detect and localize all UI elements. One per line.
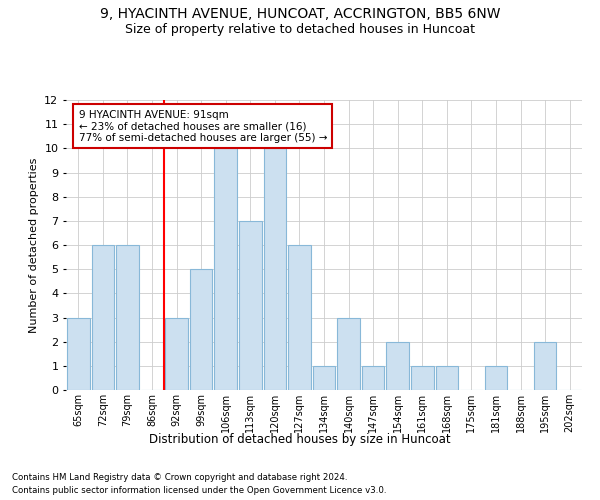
Bar [165, 318, 188, 390]
Bar [436, 366, 458, 390]
Bar [67, 318, 89, 390]
Text: 9 HYACINTH AVENUE: 91sqm
← 23% of detached houses are smaller (16)
77% of semi-d: 9 HYACINTH AVENUE: 91sqm ← 23% of detach… [79, 110, 327, 143]
Bar [263, 148, 286, 390]
Y-axis label: Number of detached properties: Number of detached properties [29, 158, 38, 332]
Bar [362, 366, 385, 390]
Text: Size of property relative to detached houses in Huncoat: Size of property relative to detached ho… [125, 22, 475, 36]
Bar [313, 366, 335, 390]
Bar [116, 245, 139, 390]
Bar [214, 148, 237, 390]
Bar [288, 245, 311, 390]
Bar [337, 318, 360, 390]
Bar [485, 366, 508, 390]
Bar [386, 342, 409, 390]
Text: Contains HM Land Registry data © Crown copyright and database right 2024.: Contains HM Land Registry data © Crown c… [12, 472, 347, 482]
Bar [190, 269, 212, 390]
Text: Contains public sector information licensed under the Open Government Licence v3: Contains public sector information licen… [12, 486, 386, 495]
Text: 9, HYACINTH AVENUE, HUNCOAT, ACCRINGTON, BB5 6NW: 9, HYACINTH AVENUE, HUNCOAT, ACCRINGTON,… [100, 8, 500, 22]
Bar [92, 245, 114, 390]
Text: Distribution of detached houses by size in Huncoat: Distribution of detached houses by size … [149, 432, 451, 446]
Bar [534, 342, 556, 390]
Bar [239, 221, 262, 390]
Bar [411, 366, 434, 390]
